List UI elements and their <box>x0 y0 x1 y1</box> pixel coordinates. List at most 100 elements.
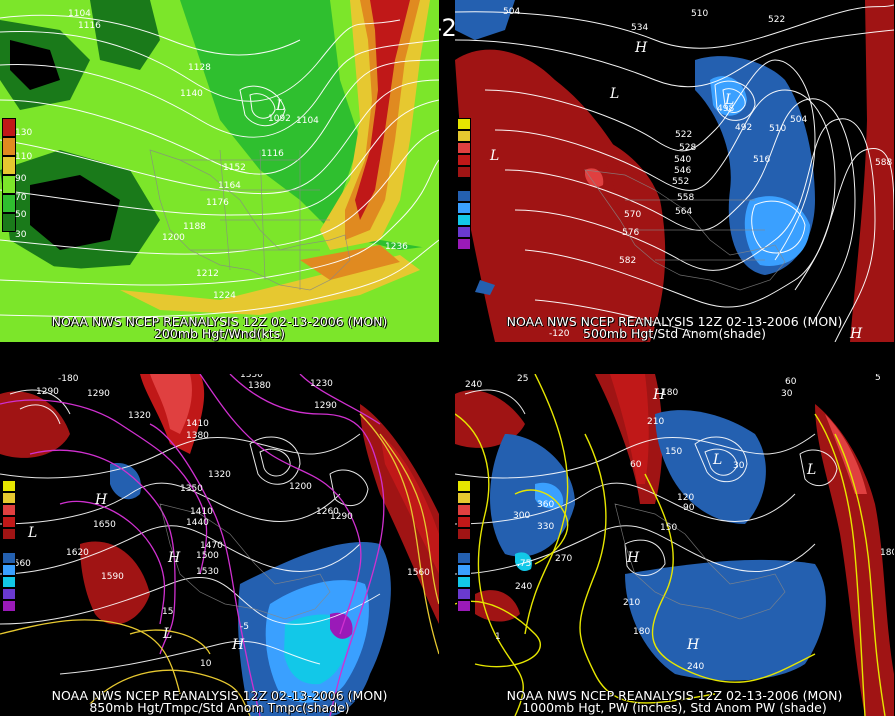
colorbar-swatch-pos5 <box>2 480 16 492</box>
low-pressure-center-2: L <box>162 626 172 642</box>
contour-label-1470: 1470 <box>200 541 223 551</box>
contour-label-5: 5 <box>875 374 881 383</box>
contour-label-neg120: -120 <box>549 329 570 339</box>
colorbar-swatch-pos1 <box>457 528 471 540</box>
contour-label-150b: 150 <box>660 523 677 533</box>
contour-label-570: 570 <box>624 210 641 220</box>
colorbar-swatch-pos1 <box>2 528 16 540</box>
contour-label-270: 270 <box>555 554 572 564</box>
contour-label-1380b: 1380 <box>186 431 209 441</box>
colorbar-swatch-neg5 <box>457 600 471 612</box>
contour-label-1200: 1200 <box>162 233 185 243</box>
colorbar-swatch-neg2 <box>457 202 471 214</box>
contour-label-150: 150 <box>665 447 682 457</box>
contour-label-75: .75 <box>517 559 531 569</box>
contour-label-1152: 1152 <box>223 163 246 173</box>
colorbar-swatch-pos2 <box>2 516 16 528</box>
colorbar-swatch-pos1 <box>457 166 471 178</box>
high-pressure-center-2: H <box>849 326 863 342</box>
colorbar-swatch-neg3 <box>457 214 471 226</box>
contour-label-504: 504 <box>503 7 520 17</box>
contour-label-1104: 1104 <box>68 9 91 19</box>
colorbar-swatch-pos2 <box>457 516 471 528</box>
panel-850mb-height-temp: 1290 1290 1320 1350 1380 1410 1380 1320 … <box>0 374 439 716</box>
colorbar-swatch-neg4 <box>457 226 471 238</box>
colorbar-swatch-pos4 <box>457 130 471 142</box>
contour-label-576: 576 <box>622 228 639 238</box>
contour-label-15: 15 <box>162 607 173 617</box>
high-pressure-center-1: H <box>94 492 108 508</box>
contour-label-330: 330 <box>537 522 554 532</box>
colorbar-swatch-pos3 <box>2 504 16 516</box>
contour-label-9060: 90 <box>683 503 695 513</box>
colorbar-swatch-neg5 <box>457 238 471 250</box>
colorbar-swatch-70 <box>2 175 16 194</box>
colorbar-swatch-0 <box>457 540 471 552</box>
contour-label-1230: 1230 <box>310 379 333 389</box>
colorbar-label-50: 50 <box>15 210 27 220</box>
contour-label-1290c: 1290 <box>314 401 337 411</box>
contour-label-1560: 1560 <box>8 559 31 569</box>
colorbar-label-70: 70 <box>15 193 27 203</box>
contour-label-492: 492 <box>735 123 752 133</box>
contour-label-1116: 1116 <box>78 21 101 31</box>
colorbar-swatch-neg1 <box>457 190 471 202</box>
high-pressure-center-2: H <box>626 550 640 566</box>
contour-label-1620: 1620 <box>66 548 89 558</box>
contour-label-1290a: 1290 <box>36 387 59 397</box>
contour-label-1: 1 <box>495 632 501 642</box>
contour-label-1260: 1260 <box>316 507 339 517</box>
map-1000mb: 240 180 210 150 120 90 60 30 60 30 300 3… <box>455 374 894 716</box>
contour-label-1290d: 1290 <box>330 512 353 522</box>
contour-label-1104b: 1104 <box>296 116 319 126</box>
colorbar-swatch-neg1 <box>457 552 471 564</box>
contour-label-neg5: -5 <box>240 622 249 632</box>
high-pressure-center-1: H <box>652 387 666 403</box>
colorbar-pw-anomaly <box>457 480 471 612</box>
contour-label-534: 534 <box>631 23 648 33</box>
colorbar-label-30: 30 <box>15 230 27 240</box>
colorbar-swatch-neg4 <box>457 588 471 600</box>
contour-label-1410b: 1410 <box>190 507 213 517</box>
contour-label-60: 60 <box>630 460 642 470</box>
colorbar-swatch-30 <box>2 213 16 232</box>
contour-label-1140: 1140 <box>180 89 203 99</box>
colorbar-swatch-neg5 <box>2 600 16 612</box>
panel-1000mb-height-pw: 240 180 210 150 120 90 60 30 60 30 300 3… <box>455 374 894 716</box>
contour-label-210: 210 <box>647 417 664 427</box>
contour-label-neg180: -180 <box>58 374 79 384</box>
colorbar-swatch-neg4 <box>2 588 16 600</box>
contour-label-528: 528 <box>679 143 696 153</box>
colorbar-swatch-pos2 <box>457 154 471 166</box>
contour-label-1290b: 1290 <box>87 389 110 399</box>
colorbar-850mb-anomaly <box>2 480 16 612</box>
panel-caption-source: NOAA NWS NCEP REANALYSIS 12Z 02-13-2006 … <box>51 688 388 703</box>
colorbar-swatch-0 <box>2 540 16 552</box>
colorbar-swatch-pos4 <box>457 492 471 504</box>
panel-500mb-height-anomaly: 504 534 510 522 522 528 540 546 552 558 … <box>455 0 894 342</box>
contour-label-1164: 1164 <box>218 181 241 191</box>
colorbar-swatch-pos5 <box>457 118 471 130</box>
low-pressure-center-2: L <box>724 92 734 108</box>
panel-caption-field: 1000mb Hgt, PW (inches), Std Anom PW (sh… <box>522 700 827 715</box>
contour-label-30b: 30 <box>781 389 793 399</box>
colorbar-label-90: 90 <box>15 174 27 184</box>
panel-caption-field: 500mb Hgt/Std Anom(shade) <box>583 326 766 341</box>
colorbar-swatch-neg2 <box>457 564 471 576</box>
contour-label-1320: 1320 <box>128 411 151 421</box>
panel-caption-source: NOAA NWS NCEP REANALYSIS 12Z 02-13-2006 … <box>506 688 843 703</box>
contour-label-552: 552 <box>672 177 689 187</box>
contour-label-1128: 1128 <box>188 63 211 73</box>
panel-caption-source: NOAA NWS NCEP REANALYSIS 12Z 02-13-2006 … <box>506 314 843 329</box>
contour-label-1188: 1188 <box>183 222 206 232</box>
map-500mb: 504 534 510 522 522 528 540 546 552 558 … <box>455 0 894 342</box>
colorbar-500mb-anomaly <box>457 118 471 250</box>
panel-caption-field: 850mb Hgt/Tmpc/Std Anom Tmpc(shade) <box>89 700 350 715</box>
contour-label-1200: 1200 <box>289 482 312 492</box>
contour-label-210b: 210 <box>623 598 640 608</box>
contour-label-522: 522 <box>768 15 785 25</box>
contour-label-1410: 1410 <box>186 419 209 429</box>
contour-label-180c: 180 <box>880 548 894 558</box>
contour-label-1092: 1092 <box>268 114 291 124</box>
map-850mb: 1290 1290 1320 1350 1380 1410 1380 1320 … <box>0 374 439 716</box>
